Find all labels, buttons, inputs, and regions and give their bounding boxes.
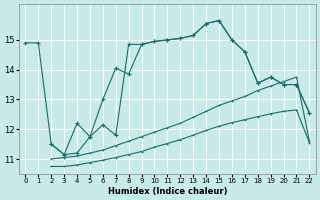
X-axis label: Humidex (Indice chaleur): Humidex (Indice chaleur): [108, 187, 227, 196]
